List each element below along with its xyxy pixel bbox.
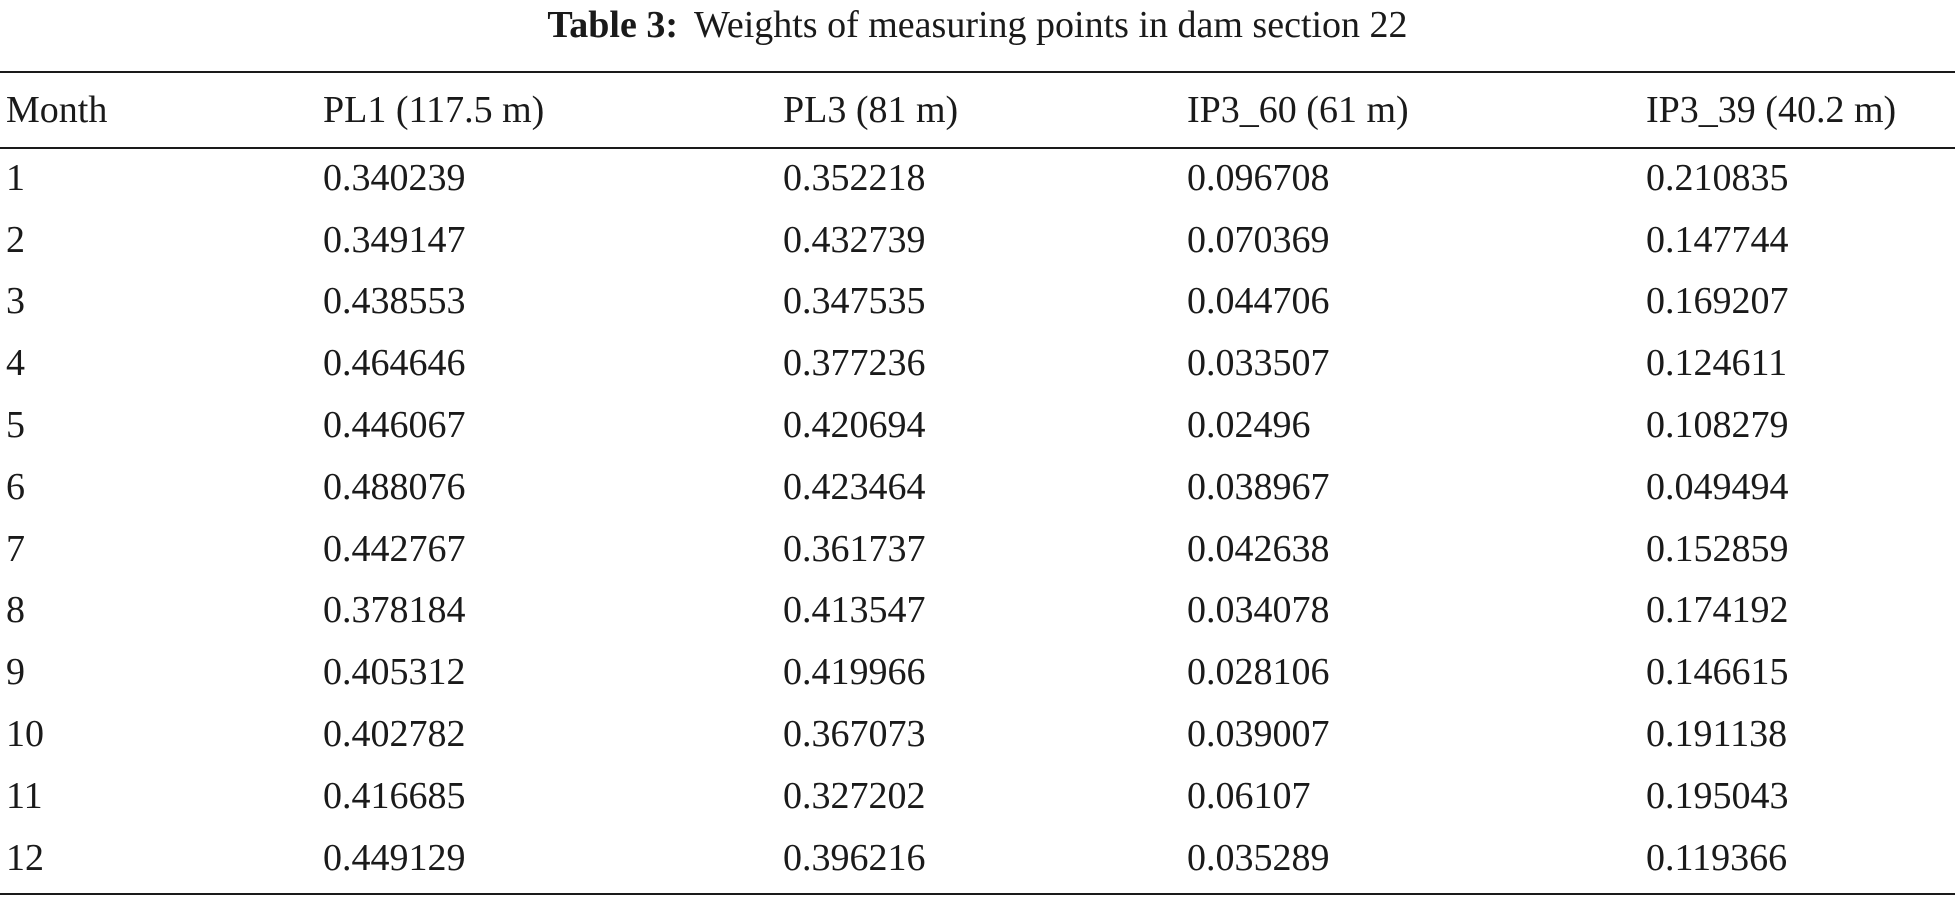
pl3-cell: 0.420694 bbox=[783, 404, 926, 447]
pl1-cell: 0.340239 bbox=[323, 156, 466, 199]
pl3-cell: 0.413547 bbox=[783, 589, 926, 632]
ip3-39-cell: 0.152859 bbox=[1646, 527, 1789, 570]
ip3-39-cell: 0.119366 bbox=[1646, 836, 1788, 879]
month-cell: 10 bbox=[6, 713, 44, 756]
header-rule bbox=[0, 147, 1955, 149]
caption-text: Weights of measuring points in dam secti… bbox=[694, 4, 1408, 46]
pl1-cell: 0.442767 bbox=[323, 527, 466, 570]
ip3-39-cell: 0.195043 bbox=[1646, 774, 1789, 817]
month-cell: 2 bbox=[6, 218, 25, 261]
column-header-ip3-39: IP3_39 (40.2 m) bbox=[1646, 89, 1897, 131]
ip3-39-cell: 0.124611 bbox=[1646, 342, 1788, 385]
month-cell: 8 bbox=[6, 589, 25, 632]
ip3-60-cell: 0.035289 bbox=[1187, 836, 1330, 879]
ip3-39-cell: 0.049494 bbox=[1646, 465, 1789, 508]
pl3-cell: 0.423464 bbox=[783, 465, 926, 508]
ip3-60-cell: 0.096708 bbox=[1187, 156, 1330, 199]
header-row: Month PL1 (117.5 m) PL3 (81 m) IP3_60 (6… bbox=[0, 73, 1955, 147]
pl1-cell: 0.416685 bbox=[323, 774, 466, 817]
column-header-month: Month bbox=[6, 89, 108, 131]
pl1-cell: 0.378184 bbox=[323, 589, 466, 632]
table-caption: Table 3: Weights of measuring points in d… bbox=[0, 0, 1955, 56]
table-row: 4 0.464646 0.377236 0.033507 0.124611 bbox=[0, 332, 1955, 394]
ip3-60-cell: 0.034078 bbox=[1187, 589, 1330, 632]
ip3-39-cell: 0.108279 bbox=[1646, 404, 1789, 447]
ip3-60-cell: 0.033507 bbox=[1187, 342, 1330, 385]
pl3-cell: 0.347535 bbox=[783, 280, 926, 323]
month-cell: 5 bbox=[6, 404, 25, 447]
pl3-cell: 0.419966 bbox=[783, 651, 926, 694]
table-row: 6 0.488076 0.423464 0.038967 0.049494 bbox=[0, 456, 1955, 518]
pl3-cell: 0.432739 bbox=[783, 218, 926, 261]
table-row: 10 0.402782 0.367073 0.039007 0.191138 bbox=[0, 703, 1955, 765]
ip3-60-cell: 0.02496 bbox=[1187, 404, 1311, 447]
table-row: 12 0.449129 0.396216 0.035289 0.119366 bbox=[0, 827, 1955, 889]
month-cell: 7 bbox=[6, 527, 25, 570]
bottom-rule bbox=[0, 893, 1955, 895]
ip3-60-cell: 0.028106 bbox=[1187, 651, 1330, 694]
table-row: 8 0.378184 0.413547 0.034078 0.174192 bbox=[0, 580, 1955, 642]
pl1-cell: 0.438553 bbox=[323, 280, 466, 323]
pl3-cell: 0.361737 bbox=[783, 527, 926, 570]
pl1-cell: 0.449129 bbox=[323, 836, 466, 879]
table-row: 2 0.349147 0.432739 0.070369 0.147744 bbox=[0, 209, 1955, 271]
pl1-cell: 0.464646 bbox=[323, 342, 466, 385]
pl3-cell: 0.377236 bbox=[783, 342, 926, 385]
pl3-cell: 0.352218 bbox=[783, 156, 926, 199]
ip3-39-cell: 0.191138 bbox=[1646, 713, 1788, 756]
pl3-cell: 0.327202 bbox=[783, 774, 926, 817]
ip3-60-cell: 0.044706 bbox=[1187, 280, 1330, 323]
ip3-39-cell: 0.147744 bbox=[1646, 218, 1789, 261]
ip3-60-cell: 0.06107 bbox=[1187, 774, 1311, 817]
pl1-cell: 0.405312 bbox=[323, 651, 466, 694]
table-row: 3 0.438553 0.347535 0.044706 0.169207 bbox=[0, 271, 1955, 333]
month-cell: 4 bbox=[6, 342, 25, 385]
ip3-39-cell: 0.146615 bbox=[1646, 651, 1789, 694]
month-cell: 12 bbox=[6, 836, 44, 879]
table-row: 11 0.416685 0.327202 0.06107 0.195043 bbox=[0, 765, 1955, 827]
table-row: 5 0.446067 0.420694 0.02496 0.108279 bbox=[0, 394, 1955, 456]
ip3-39-cell: 0.210835 bbox=[1646, 156, 1789, 199]
top-rule bbox=[0, 71, 1955, 73]
ip3-39-cell: 0.169207 bbox=[1646, 280, 1789, 323]
ip3-60-cell: 0.070369 bbox=[1187, 218, 1330, 261]
pl3-cell: 0.396216 bbox=[783, 836, 926, 879]
weights-table: Month PL1 (117.5 m) PL3 (81 m) IP3_60 (6… bbox=[0, 73, 1955, 889]
pl3-cell: 0.367073 bbox=[783, 713, 926, 756]
table-row: 9 0.405312 0.419966 0.028106 0.146615 bbox=[0, 641, 1955, 703]
pl1-cell: 0.349147 bbox=[323, 218, 466, 261]
column-header-pl1: PL1 (117.5 m) bbox=[323, 89, 545, 131]
caption-label: Table 3: bbox=[547, 4, 678, 46]
month-cell: 3 bbox=[6, 280, 25, 323]
table-row: 1 0.340239 0.352218 0.096708 0.210835 bbox=[0, 147, 1955, 209]
month-cell: 9 bbox=[6, 651, 25, 694]
table-row: 7 0.442767 0.361737 0.042638 0.152859 bbox=[0, 518, 1955, 580]
month-cell: 11 bbox=[6, 774, 43, 817]
pl1-cell: 0.488076 bbox=[323, 465, 466, 508]
ip3-60-cell: 0.042638 bbox=[1187, 527, 1330, 570]
month-cell: 6 bbox=[6, 465, 25, 508]
ip3-60-cell: 0.038967 bbox=[1187, 465, 1330, 508]
ip3-60-cell: 0.039007 bbox=[1187, 713, 1330, 756]
ip3-39-cell: 0.174192 bbox=[1646, 589, 1789, 632]
column-header-ip3-60: IP3_60 (61 m) bbox=[1187, 89, 1409, 131]
month-cell: 1 bbox=[6, 156, 25, 199]
pl1-cell: 0.402782 bbox=[323, 713, 466, 756]
pl1-cell: 0.446067 bbox=[323, 404, 466, 447]
column-header-pl3: PL3 (81 m) bbox=[783, 89, 959, 131]
